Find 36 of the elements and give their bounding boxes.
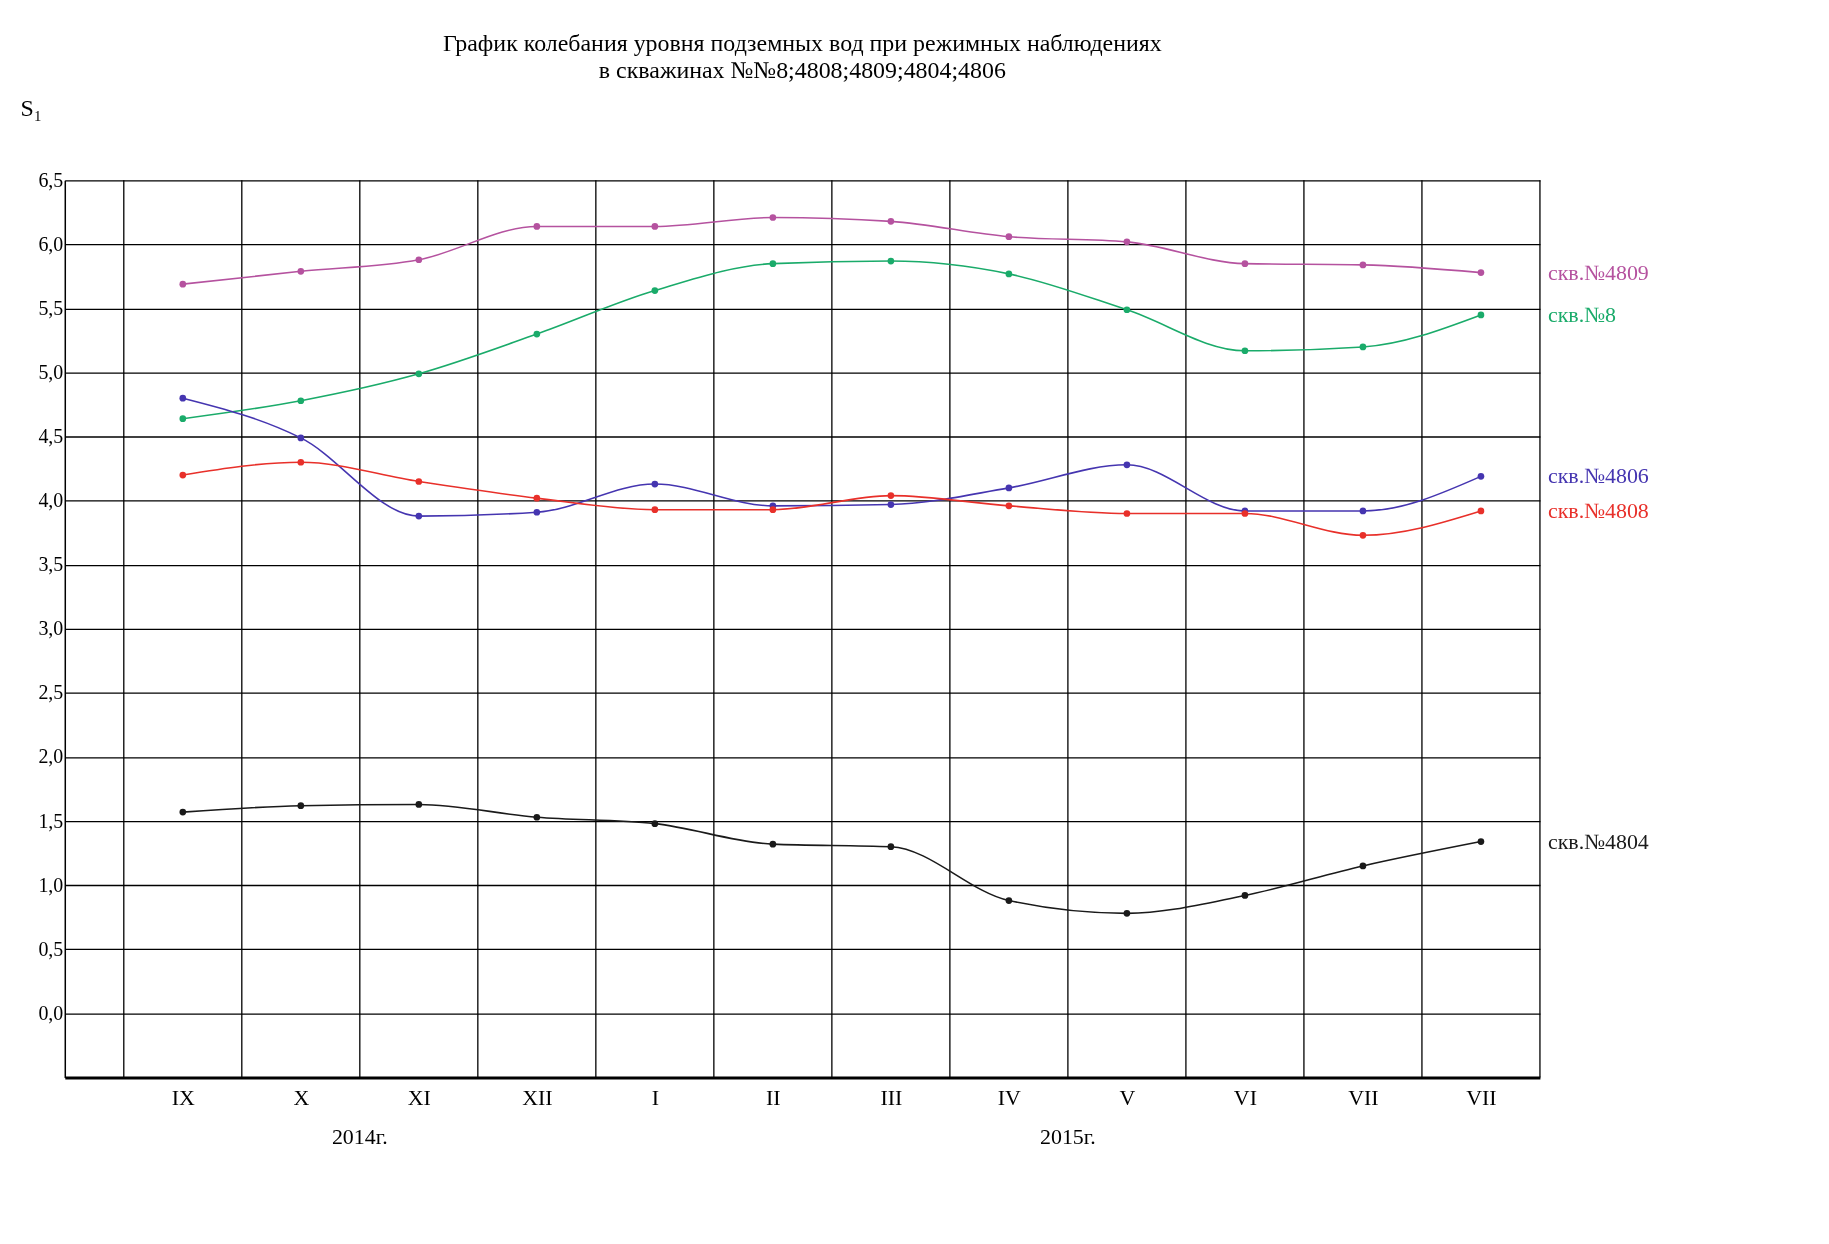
y-tick-label: 2,0 bbox=[38, 745, 64, 768]
text: скв.№4808 bbox=[1547, 497, 1649, 523]
text: 2014г. bbox=[331, 1124, 388, 1150]
y-tick-label: 4,0 bbox=[38, 489, 64, 512]
x-tick-label: III bbox=[880, 1084, 903, 1110]
x-tick-label: IV bbox=[997, 1084, 1022, 1110]
y-tick-label: 0,5 bbox=[38, 937, 64, 960]
y-tick-label: 0,0 bbox=[38, 1001, 64, 1024]
text: скв.№8 bbox=[1547, 301, 1617, 327]
text: скв.№4806 bbox=[1547, 463, 1649, 489]
y-tick-label: 5,0 bbox=[38, 361, 64, 384]
x-tick-label: II bbox=[766, 1084, 781, 1110]
x-tick-label: IX bbox=[171, 1084, 196, 1110]
y-tick-label: 4,5 bbox=[38, 425, 64, 448]
text: скв.№4809 bbox=[1547, 259, 1649, 285]
y-tick-label: 1,5 bbox=[38, 809, 64, 832]
x-tick-label: XII bbox=[522, 1084, 553, 1110]
y-tick-label: 5,5 bbox=[38, 296, 64, 319]
x-tick-label: XI bbox=[407, 1084, 431, 1110]
x-tick-label: X bbox=[293, 1084, 310, 1110]
text: 2015г. bbox=[1039, 1124, 1096, 1150]
y-tick-label: 6,5 bbox=[38, 168, 64, 191]
y-tick-label: 3,5 bbox=[38, 553, 64, 576]
x-tick-label: I bbox=[651, 1084, 659, 1110]
chart-subtitle: в скважинах №№8;4808;4809;4804;4806 bbox=[598, 56, 1006, 83]
y-tick-label: 1,0 bbox=[38, 873, 64, 896]
x-tick-label: V bbox=[1119, 1084, 1136, 1110]
x-tick-label: VII bbox=[1348, 1084, 1379, 1110]
chart-title: График колебания уровня подземных вод при режимных наблюдениях bbox=[442, 29, 1162, 56]
x-tick-label: VII bbox=[1466, 1084, 1497, 1110]
text: скв.№4804 bbox=[1547, 828, 1649, 854]
y-tick-label: 3,0 bbox=[38, 617, 64, 640]
y-tick-label: 6,0 bbox=[38, 232, 64, 255]
y-tick-label: 2,5 bbox=[38, 681, 64, 704]
x-tick-label: VI bbox=[1233, 1084, 1257, 1110]
y-axis-title: S₁ bbox=[20, 95, 43, 122]
